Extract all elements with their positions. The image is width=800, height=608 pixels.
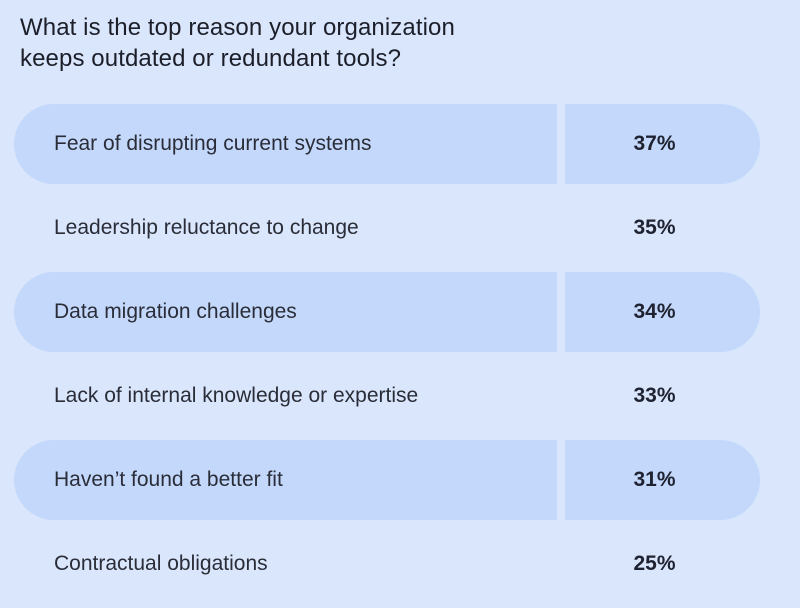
- row-label: Lack of internal knowledge or expertise: [54, 384, 419, 407]
- row-value-cell: 34%: [565, 272, 760, 352]
- results-table: Fear of disrupting current systems 37% L…: [14, 104, 760, 608]
- table-row: Haven’t found a better fit 31%: [14, 440, 760, 520]
- row-value-cell: 25%: [565, 524, 760, 604]
- row-value: 34%: [633, 300, 676, 323]
- row-label-cell: Data migration challenges: [14, 272, 557, 352]
- table-row: Leadership reluctance to change 35%: [14, 188, 760, 268]
- row-label: Leadership reluctance to change: [54, 216, 359, 239]
- row-value: 35%: [633, 216, 676, 239]
- row-label-cell: Lack of internal knowledge or expertise: [14, 356, 557, 436]
- chart-title: What is the top reason your organization…: [20, 12, 580, 74]
- row-label: Haven’t found a better fit: [54, 468, 283, 491]
- chart-title-line-2: keeps outdated or redundant tools?: [20, 45, 402, 72]
- row-label-cell: Contractual obligations: [14, 524, 557, 604]
- table-row: Contractual obligations 25%: [14, 524, 760, 604]
- row-label-cell: Fear of disrupting current systems: [14, 104, 557, 184]
- row-value: 33%: [633, 384, 676, 407]
- row-value-cell: 31%: [565, 440, 760, 520]
- row-value: 25%: [633, 552, 676, 575]
- row-value-cell: 33%: [565, 356, 760, 436]
- table-row: Lack of internal knowledge or expertise …: [14, 356, 760, 436]
- row-label: Fear of disrupting current systems: [54, 132, 372, 155]
- table-row: Fear of disrupting current systems 37%: [14, 104, 760, 184]
- row-label: Contractual obligations: [54, 552, 268, 575]
- table-row: Data migration challenges 34%: [14, 272, 760, 352]
- row-value: 31%: [633, 468, 676, 491]
- row-label-cell: Leadership reluctance to change: [14, 188, 557, 268]
- chart-title-line-1: What is the top reason your organization: [20, 14, 455, 41]
- row-label: Data migration challenges: [54, 300, 297, 323]
- row-label-cell: Haven’t found a better fit: [14, 440, 557, 520]
- row-value-cell: 37%: [565, 104, 760, 184]
- row-value: 37%: [633, 132, 676, 155]
- row-value-cell: 35%: [565, 188, 760, 268]
